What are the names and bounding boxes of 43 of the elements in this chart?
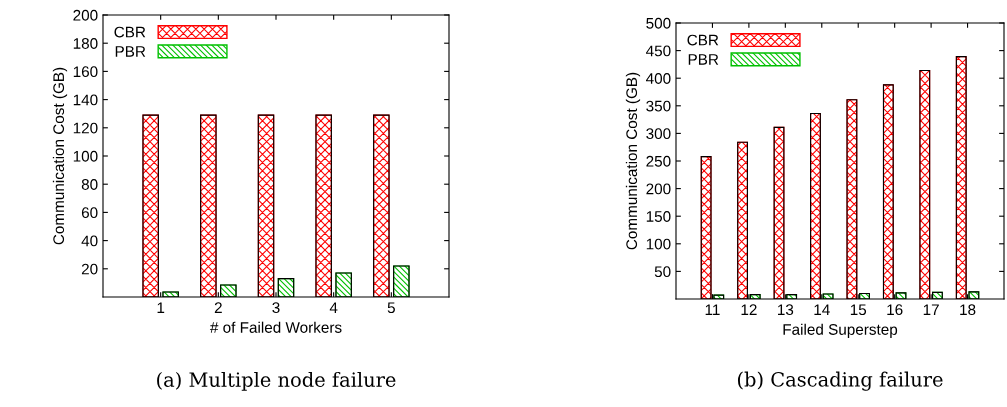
x-tick-label: 18 (960, 304, 976, 316)
y-tick-label: 60 (81, 207, 98, 219)
text: (b) Cascading failure (737, 371, 943, 391)
text: (a) Multiple node failure (157, 371, 396, 391)
x-tick-label: 5 (387, 302, 395, 314)
x-tick-label: 16 (887, 304, 903, 316)
x-tick-label: 13 (778, 304, 794, 316)
y-tick-label: 80 (81, 179, 98, 190)
y-tick-label: 500 (646, 17, 671, 29)
y-tick-label: 50 (654, 266, 671, 278)
legend-label: CBR (687, 34, 719, 46)
x-tick-label: 17 (923, 304, 939, 315)
y-tick-label: 140 (73, 94, 98, 106)
x-tick-label: 14 (814, 304, 830, 315)
x-tick-label: 4 (329, 302, 338, 313)
x-axis-title: Failed Superstep (783, 323, 898, 338)
y-tick-label: 180 (73, 38, 98, 49)
x-tick-label: 2 (214, 302, 222, 313)
x-tick-label: 11 (705, 304, 720, 315)
x-tick-label: 15 (850, 304, 867, 316)
y-tick-label: 150 (646, 211, 671, 222)
y-tick-label: 250 (646, 155, 671, 167)
x-tick-label: 1 (157, 302, 165, 313)
x-tick-label: 12 (741, 304, 757, 315)
x-tick-label: 3 (272, 302, 280, 314)
y-tick-label: 100 (73, 150, 98, 162)
y-tick-label: 160 (73, 66, 98, 78)
legend-label: PBR (115, 46, 146, 57)
y-axis-title: Communication Cost (GB) (52, 67, 68, 245)
y-tick-label: 40 (81, 235, 98, 247)
y-tick-label: 200 (646, 183, 671, 195)
y-tick-label: 20 (81, 263, 98, 275)
legend-label: PBR (688, 54, 719, 65)
y-tick-label: 450 (646, 45, 671, 57)
y-tick-label: 100 (646, 238, 671, 250)
y-tick-label: 400 (646, 73, 671, 84)
y-tick-label: 200 (73, 9, 98, 21)
y-tick-label: 350 (646, 100, 671, 112)
x-axis-title: # of Failed Workers (209, 321, 342, 333)
y-tick-label: 120 (73, 122, 98, 134)
y-axis-title: Communication Cost (GB) (625, 72, 641, 250)
legend-label: CBR (114, 26, 146, 38)
y-tick-label: 300 (646, 128, 671, 140)
